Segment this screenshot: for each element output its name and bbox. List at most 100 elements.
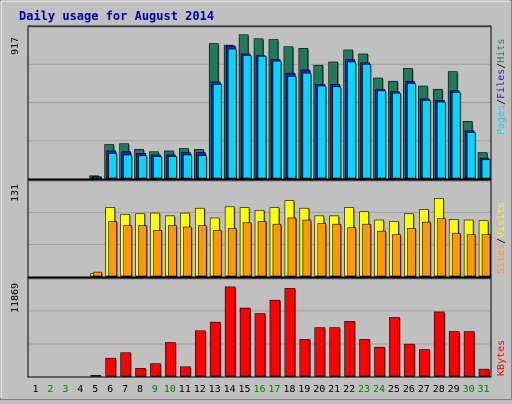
kbytes-bar-kbytes-day-25 [389,317,400,377]
day-label-29: 29 [448,384,460,395]
visits-bar-sites-day-22 [347,227,356,277]
visits-bar-sites-day-9 [153,230,162,277]
kbytes-bar-kbytes-day-9 [150,363,161,377]
visits-bar-sites-day-24 [377,230,386,277]
hits-bar-shadow [94,178,103,179]
hits-bar-pages-day-11 [183,154,192,179]
kbytes-bar-kbytes-day-8 [135,368,146,377]
day-label-11: 11 [179,384,191,395]
visits-bar-sites-day-19 [302,219,312,277]
day-label-27: 27 [418,384,430,395]
kbytes-bar-kbytes-day-11 [180,366,191,377]
kbytes-bar-kbytes-day-30 [463,331,475,377]
kbytes-bar-kbytes-day-22 [344,321,355,377]
kbytes-bar-kbytes-day-6 [105,357,116,377]
day-label-23: 23 [358,384,370,395]
kbytes-bar-kbytes-day-16 [254,313,266,377]
hits-panel [27,25,492,180]
hits-bar-pages-day-24 [377,90,386,179]
visits-bar-sites-day-15 [242,222,252,277]
hits-bar-pages-day-12 [197,155,207,179]
visits-legend: Sites/Visits [496,202,507,274]
legend-sep-1: / [496,99,507,105]
hits-bar-pages-day-14 [227,48,237,179]
hits-bar-pages-day-23 [362,64,371,179]
visits-bar-sites-day-30 [466,234,476,277]
hits-legend: Pages/Files/Hits [496,39,507,135]
visits-bar-sites-day-27 [422,221,431,277]
visits-bar-sites-day-7 [123,225,132,277]
visits-bar-sites-day-21 [332,223,342,277]
kbytes-bar-kbytes-day-26 [404,343,415,377]
day-label-28: 28 [433,384,445,395]
day-label-22: 22 [343,384,355,395]
visits-bar-sites-day-8 [138,225,147,277]
visits-bar-sites-day-20 [317,223,327,277]
kbytes-bar-kbytes-day-13 [209,321,221,377]
legend-files: Files [496,69,507,99]
day-label-20: 20 [313,384,325,395]
svg-text:Sites/Visits: Sites/Visits [496,202,507,274]
hits-bar-pages-day-22 [347,61,356,179]
hits-bar-pages-day-17 [272,60,282,179]
day-label-16: 16 [253,384,265,395]
kbytes-bar-kbytes-day-28 [433,311,445,377]
visits-bar-sites-day-31 [481,234,491,277]
hits-bar-pages-day-6 [108,153,117,179]
chart-title: Daily usage for August 2014 [19,9,214,23]
hits-bar-pages-day-21 [332,86,342,179]
day-label-1: 1 [32,384,38,395]
hits-bar-pages-day-18 [287,76,297,179]
hits-bar-pages-day-9 [153,156,162,179]
kbytes-bar-kbytes-day-17 [269,299,281,377]
kbytes-bar-kbytes-day-24 [374,346,385,377]
kbytes-legend: KBytes [496,340,507,376]
day-label-14: 14 [224,384,236,395]
visits-bar-sites-day-25 [392,234,401,277]
visits-bar-sites-day-5 [93,271,103,277]
svg-text:KBytes: KBytes [496,340,507,376]
visits-bar-sites-day-26 [407,228,416,277]
hits-max-label: 917 [10,37,21,55]
day-label-30: 30 [463,384,475,395]
visits-bar-sites-day-16 [257,221,267,277]
kbytes-bar-kbytes-day-12 [194,330,206,377]
visits-bar-sites-day-28 [436,218,446,277]
hits-bar-pages-day-8 [138,155,147,179]
day-label-5: 5 [92,384,98,395]
hits-bar-pages-day-25 [392,92,401,179]
kbytes-bar-kbytes-day-20 [314,327,326,377]
day-label-24: 24 [373,384,385,395]
legend-sites: Sites [496,244,507,274]
visits-bar-sites-day-23 [362,223,371,277]
day-label-15: 15 [239,384,251,395]
day-label-31: 31 [478,384,490,395]
kbytes-bar-kbytes-day-19 [299,339,311,377]
legend-visits: Visits [496,202,507,238]
visits-bar-sites-day-14 [227,228,237,277]
day-label-4: 4 [77,384,83,395]
kbytes-bar-kbytes-day-7 [120,352,131,377]
kbytes-bar-kbytes-day-14 [224,286,236,377]
kbytes-bar-kbytes-day-15 [239,307,251,377]
kbytes-bar-kbytes-day-10 [165,342,176,377]
visits-panel [27,179,492,278]
hits-bar-pages-day-28 [436,101,446,179]
day-label-25: 25 [388,384,400,395]
visits-bar-sites-day-17 [272,223,282,277]
visits-bar-sites-day-18 [287,217,297,277]
day-label-26: 26 [403,384,415,395]
day-label-7: 7 [122,384,128,395]
kbytes-panel [27,277,492,378]
visits-bar-sites-day-13 [212,230,222,277]
hits-bar-pages-day-27 [422,100,431,179]
visits-bar-sites-day-10 [168,225,177,277]
kbytes-bar-kbytes-day-31 [478,368,490,377]
day-labels: 1 2 3 4 5 6 7 8 9 10 11 12 13 14 15 16 17 18 19 20 21 22 23 24 2… [32,384,489,395]
day-label-6: 6 [107,384,113,395]
hits-bar-pages-day-5 [93,176,103,179]
hits-bar-pages-day-26 [407,83,416,179]
day-label-13: 13 [209,384,221,395]
kbytes-bar-kbytes-day-27 [419,349,430,377]
